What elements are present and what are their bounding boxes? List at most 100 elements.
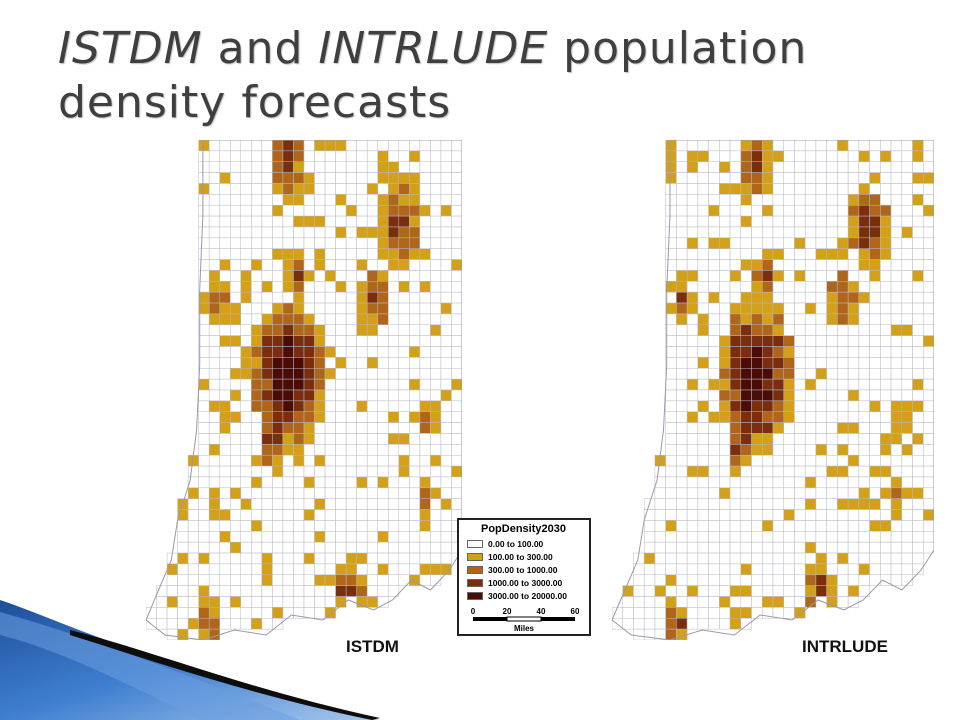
tract-cell [419,291,431,304]
tract-cell [869,465,881,478]
tract-cell [198,346,210,358]
tract-cell [303,476,315,489]
tract-cell [187,552,199,565]
tract-cell [419,378,431,391]
tract-cell [324,607,336,619]
tract-cell [303,498,315,510]
tract-cell [261,465,273,478]
scale-tick-label: 0 [471,607,476,616]
tract-cell [282,465,294,478]
tract-cell [890,313,903,326]
tract-cell [356,291,368,304]
tract-cell [272,172,284,184]
tract-cell [398,541,410,554]
tract-cell [293,346,305,358]
tract-cell [783,183,795,195]
tract-cell [377,237,389,249]
tract-cell [335,183,347,195]
tract-cell [335,574,347,586]
tract-cell [794,291,806,304]
tract-cell [240,313,252,326]
tract-cell [665,476,677,489]
tract-cell [314,194,326,206]
tract-cell [398,313,410,326]
tract-cell [665,346,677,358]
tract-cell [198,454,210,467]
tract-cell [324,368,336,380]
tract-cell [837,552,849,565]
tract-cell [440,520,452,532]
tract-cell [356,389,368,402]
tract-cell [398,346,410,358]
tract-cell [251,204,263,217]
tract-cell [912,378,924,391]
tract-cell [729,531,742,543]
tract-cell [719,194,731,206]
tract-cell [880,324,892,336]
tract-cell [219,313,231,326]
tract-cell [740,281,752,293]
tract-cell [198,204,210,217]
tract-cell [251,531,263,543]
tract-cell [208,476,220,489]
tract-cell [772,140,784,152]
tract-cell [293,400,305,412]
tract-cell [880,204,892,217]
tract-cell [901,574,913,586]
tract-cell [804,433,817,445]
tract-cell [356,259,368,271]
tract-cell [377,487,389,499]
tract-cell [282,487,294,499]
tract-cell [729,237,742,249]
tract-cell [826,487,838,499]
tract-cell [815,378,827,391]
tract-cell [923,270,934,282]
tract-cell [847,422,860,434]
tract-cell [912,487,924,499]
tract-cell [762,150,774,162]
tract-cell [335,357,347,369]
tract-cell [740,335,752,347]
tract-cell [858,357,870,369]
tract-cell [366,204,378,217]
tract-cell [762,335,774,347]
tract-cell [208,281,220,293]
tract-cell [261,520,273,532]
tract-cell [804,498,817,510]
scale-segment [473,617,507,621]
tract-cell [880,150,892,162]
scale-segment [541,617,575,621]
tract-cell [303,541,315,554]
tract-cell [282,346,294,358]
tract-cell [451,335,462,347]
tract-cell [419,368,431,380]
tract-cell [398,520,410,532]
tract-cell [923,444,934,456]
tract-cell [762,302,774,315]
tract-cell [303,302,315,315]
tract-cell [293,411,305,423]
tract-cell [219,433,231,445]
tract-cell [729,541,742,554]
tract-cell [261,563,273,576]
tract-cell [880,552,892,565]
tract-cell [409,552,421,565]
tract-cell [377,335,389,347]
tract-cell [869,226,881,239]
tract-cell [430,389,442,402]
tract-cell [837,411,849,423]
tract-cell [377,400,389,412]
tract-cell [303,368,315,380]
tract-cell [923,313,934,326]
tract-cell [923,357,934,369]
tract-cell [208,574,220,586]
scale-bar: 0 20 40 60 Miles [471,607,580,633]
tract-cell [762,140,774,152]
tract-cell [314,574,326,586]
tract-cell [419,183,431,195]
tract-cell [356,422,368,434]
tract-cell [430,183,442,195]
tract-cell [912,400,924,412]
tract-cell [901,346,913,358]
tract-cell [230,226,242,239]
